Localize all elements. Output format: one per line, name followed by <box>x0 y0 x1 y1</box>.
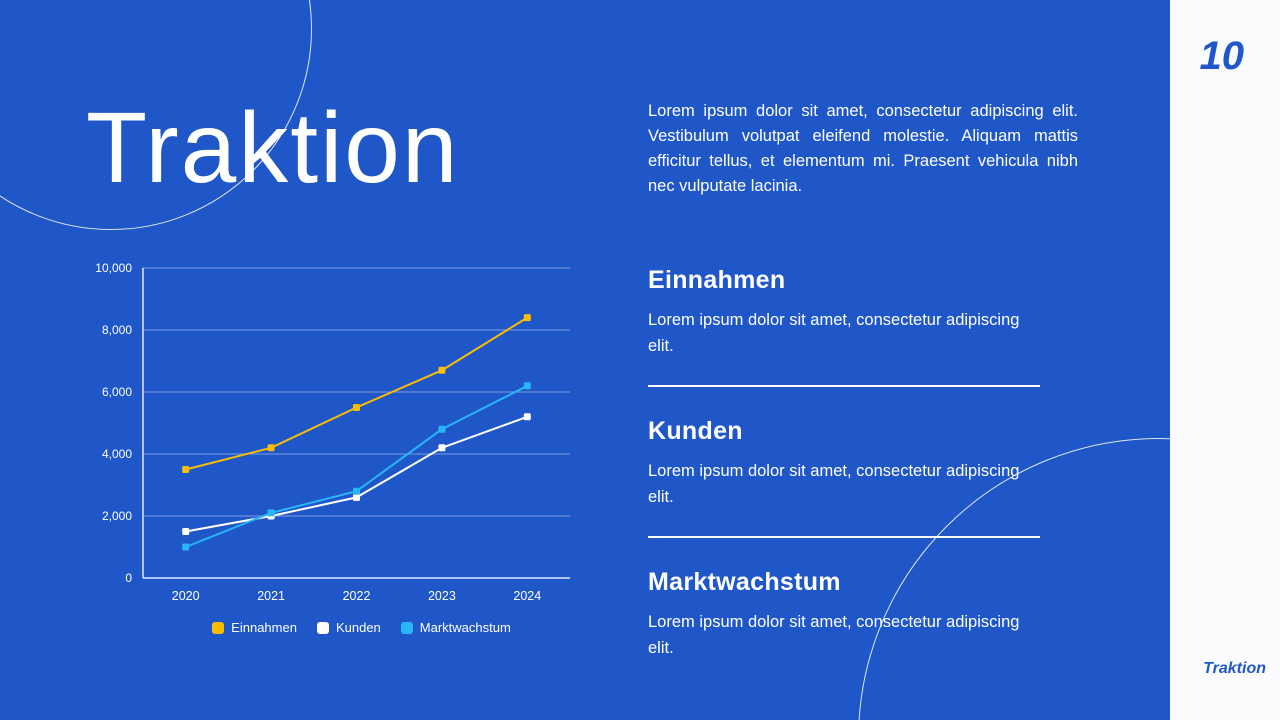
y-axis-tick-label: 6,000 <box>102 385 132 399</box>
section-divider <box>648 385 1040 387</box>
data-point-marker <box>438 444 446 452</box>
y-axis-tick-label: 10,000 <box>95 261 132 275</box>
data-point-marker <box>353 404 360 411</box>
data-point-marker <box>438 366 446 374</box>
section-marktwachstum: Marktwachstum Lorem ipsum dolor sit amet… <box>648 568 1040 661</box>
legend-swatch <box>400 621 413 634</box>
x-axis-tick-label: 2022 <box>343 589 371 603</box>
legend-item: Kunden <box>316 620 381 635</box>
chart-legend: Einnahmen Kunden Marktwachstum <box>85 620 580 635</box>
content-sections: Einnahmen Lorem ipsum dolor sit amet, co… <box>648 266 1040 661</box>
data-point-marker <box>182 528 190 535</box>
x-axis-tick-label: 2024 <box>513 589 541 603</box>
data-point-marker <box>438 425 446 433</box>
section-kunden: Kunden Lorem ipsum dolor sit amet, conse… <box>648 417 1040 510</box>
x-axis-tick-label: 2020 <box>172 589 200 603</box>
data-point-marker <box>182 543 190 551</box>
series-line-einnahmen <box>185 316 528 471</box>
data-point-marker <box>267 509 275 517</box>
page-number: 10 <box>1199 34 1245 78</box>
section-body: Lorem ipsum dolor sit amet, consectetur … <box>648 311 1020 355</box>
data-point-marker <box>523 382 531 390</box>
x-axis-tick-label: 2021 <box>257 589 285 603</box>
y-axis-tick-label: 4,000 <box>102 447 132 461</box>
section-heading: Marktwachstum <box>648 568 841 596</box>
legend-swatch <box>316 621 329 634</box>
legend-item: Einnahmen <box>212 620 297 635</box>
section-heading: Kunden <box>648 417 743 445</box>
series-line-kunden <box>185 415 528 533</box>
y-axis-tick-label: 8,000 <box>102 323 132 337</box>
section-heading: Einnahmen <box>648 266 786 294</box>
legend-item: Marktwachstum <box>400 620 511 635</box>
legend-swatch <box>212 621 225 634</box>
x-axis-tick-label: 2023 <box>428 589 456 603</box>
page-title: Traktion <box>86 92 460 204</box>
sidebar: 10 Traktion <box>1170 0 1280 720</box>
traction-chart-svg: 0 2,000 4,000 6,000 8,000 10,000 2020 2021 2022 2… <box>95 261 570 603</box>
data-point-marker <box>353 487 360 495</box>
legend-label: Kunden <box>335 620 381 635</box>
y-axis-tick-label: 2,000 <box>102 509 132 523</box>
y-axis-tick-label: 0 <box>125 571 132 585</box>
data-point-marker <box>523 314 531 322</box>
legend-label: Einnahmen <box>231 620 297 635</box>
section-einnahmen: Einnahmen Lorem ipsum dolor sit amet, co… <box>648 266 1040 359</box>
data-point-marker <box>267 444 275 452</box>
section-divider <box>648 536 1040 538</box>
data-point-marker <box>523 413 531 421</box>
footer-label: Traktion <box>1203 660 1266 677</box>
data-point-marker <box>353 493 360 501</box>
legend-label: Marktwachstum <box>419 620 511 635</box>
data-point-marker <box>182 466 190 473</box>
traction-chart: 0 2,000 4,000 6,000 8,000 10,000 2020 2021 2022 2… <box>85 252 580 635</box>
section-body: Lorem ipsum dolor sit amet, consectetur … <box>648 613 1020 657</box>
section-body: Lorem ipsum dolor sit amet, consectetur … <box>648 462 1020 506</box>
intro-paragraph: Lorem ipsum dolor sit amet, consectetur … <box>648 102 1078 195</box>
